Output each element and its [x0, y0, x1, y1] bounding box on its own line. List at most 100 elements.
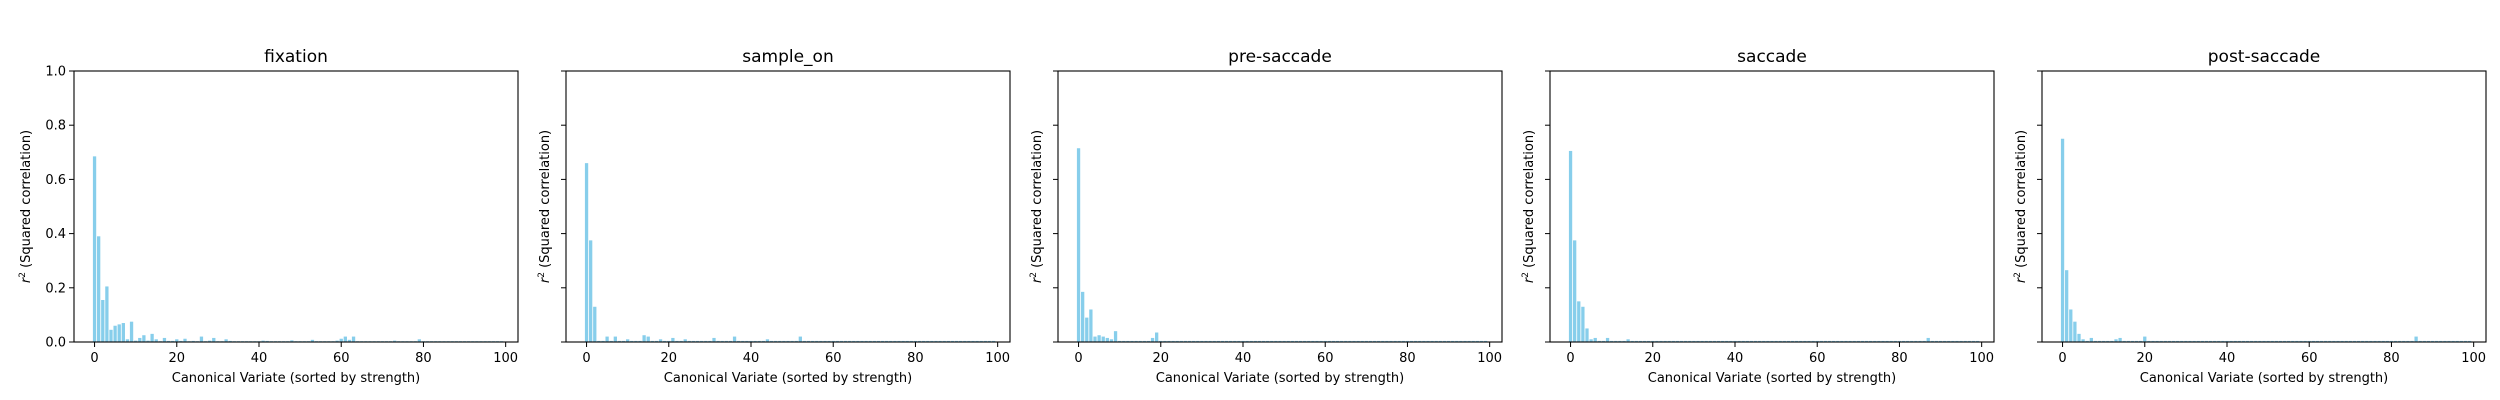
bar — [798, 336, 802, 342]
bar — [150, 333, 154, 342]
bar — [417, 339, 421, 342]
bar — [1085, 317, 1089, 342]
x-tick-label: 60 — [1809, 351, 1826, 366]
bar — [1585, 328, 1589, 342]
bar — [1605, 337, 1610, 342]
plot-frame — [1549, 70, 1995, 343]
bar — [1105, 337, 1109, 342]
bar — [343, 336, 347, 342]
bar — [183, 338, 187, 342]
plot-frame — [565, 70, 1011, 343]
y-tick-label: 0.8 — [45, 119, 66, 134]
bar — [125, 339, 130, 342]
bar — [351, 336, 356, 342]
bar — [290, 340, 294, 342]
bar — [146, 340, 150, 342]
bar — [1093, 336, 1097, 342]
chart-title: post-saccade — [2208, 47, 2320, 67]
chart-panel-fixation: fixation 0 20 40 60 80 100 0.0 0.2 0.4 0.6 0.8 1.0 Ca… — [18, 47, 519, 386]
bar — [1097, 335, 1101, 342]
x-tick-label: 40 — [743, 351, 760, 366]
plot-frame — [73, 70, 519, 343]
x-axis-label: Canonical Variate (sorted by strength) — [2140, 371, 2388, 386]
bar — [2118, 337, 2122, 342]
bar — [1076, 148, 1081, 342]
bar — [1626, 339, 1630, 342]
bar — [129, 321, 134, 342]
x-tick-label: 20 — [2137, 351, 2154, 366]
y-tick-label: 0.4 — [45, 227, 66, 242]
bar — [175, 339, 179, 342]
bar — [683, 339, 687, 342]
bar — [101, 299, 105, 342]
y-tick-label: 1.0 — [45, 65, 66, 80]
bar — [642, 335, 646, 342]
plot-frame — [1057, 70, 1503, 343]
bar — [2060, 138, 2065, 342]
bar — [605, 336, 609, 342]
bar — [732, 336, 737, 342]
bar — [134, 340, 138, 342]
chart-panel-pre-saccade: pre-saccade 0 20 40 60 80 100 Canonical Variate… — [1029, 47, 1503, 386]
x-axis-label: Canonical Variate (sorted by strength) — [1156, 371, 1404, 386]
bar — [1081, 291, 1085, 342]
y-tick-label: 0.2 — [45, 281, 66, 296]
x-tick-label: 100 — [985, 351, 1010, 366]
bar — [162, 337, 167, 342]
plot-frame — [2041, 70, 2487, 343]
bar — [92, 156, 97, 342]
x-tick-label: 80 — [1399, 351, 1416, 366]
bar — [212, 337, 216, 342]
bar — [765, 339, 770, 342]
x-tick-label: 100 — [2461, 351, 2486, 366]
bar — [1926, 337, 1930, 342]
y-axis-label: r2 (Squared correlation) — [2013, 130, 2029, 283]
bar — [154, 339, 158, 342]
x-tick-label: 20 — [1153, 351, 1170, 366]
bar — [1593, 337, 1597, 342]
x-tick-label: 40 — [2219, 351, 2236, 366]
bar — [117, 324, 121, 342]
bar — [393, 340, 397, 342]
bar — [1573, 240, 1577, 342]
bar — [261, 340, 265, 342]
x-tick-label: 80 — [2383, 351, 2400, 366]
bar — [97, 236, 101, 342]
bar — [105, 286, 109, 342]
x-tick-label: 100 — [1969, 351, 1994, 366]
bar — [339, 338, 343, 342]
x-tick-label: 0 — [1566, 351, 1574, 366]
bar — [310, 339, 315, 342]
bar — [2069, 309, 2073, 342]
x-tick-label: 0 — [2058, 351, 2066, 366]
bar — [1155, 332, 1159, 342]
bar — [2089, 337, 2093, 342]
bar — [1089, 309, 1093, 342]
chart-title: fixation — [264, 47, 328, 67]
x-tick-label: 20 — [661, 351, 678, 366]
x-tick-label: 0 — [1074, 351, 1082, 366]
y-axis-label: r2 (Squared correlation) — [18, 130, 34, 283]
y-tick-label: 0.0 — [45, 336, 66, 351]
bar — [646, 336, 650, 342]
bar — [589, 240, 593, 342]
bar — [1577, 301, 1581, 342]
bar — [335, 340, 339, 342]
bar — [138, 337, 142, 342]
y-axis-label: r2 (Squared correlation) — [1029, 130, 1045, 283]
bar — [347, 339, 352, 342]
bar — [113, 325, 117, 342]
bar — [584, 163, 589, 342]
bar — [121, 323, 125, 342]
bar — [613, 336, 617, 342]
chart-title: sample_on — [742, 47, 833, 67]
bar — [2143, 336, 2147, 342]
bar — [1568, 150, 1573, 342]
bar — [224, 339, 228, 342]
bar — [593, 306, 597, 342]
y-axis-label: r2 (Squared correlation) — [537, 130, 553, 283]
bar — [109, 329, 113, 342]
x-axis-label: Canonical Variate (sorted by strength) — [664, 371, 912, 386]
x-tick-label: 80 — [415, 351, 432, 366]
